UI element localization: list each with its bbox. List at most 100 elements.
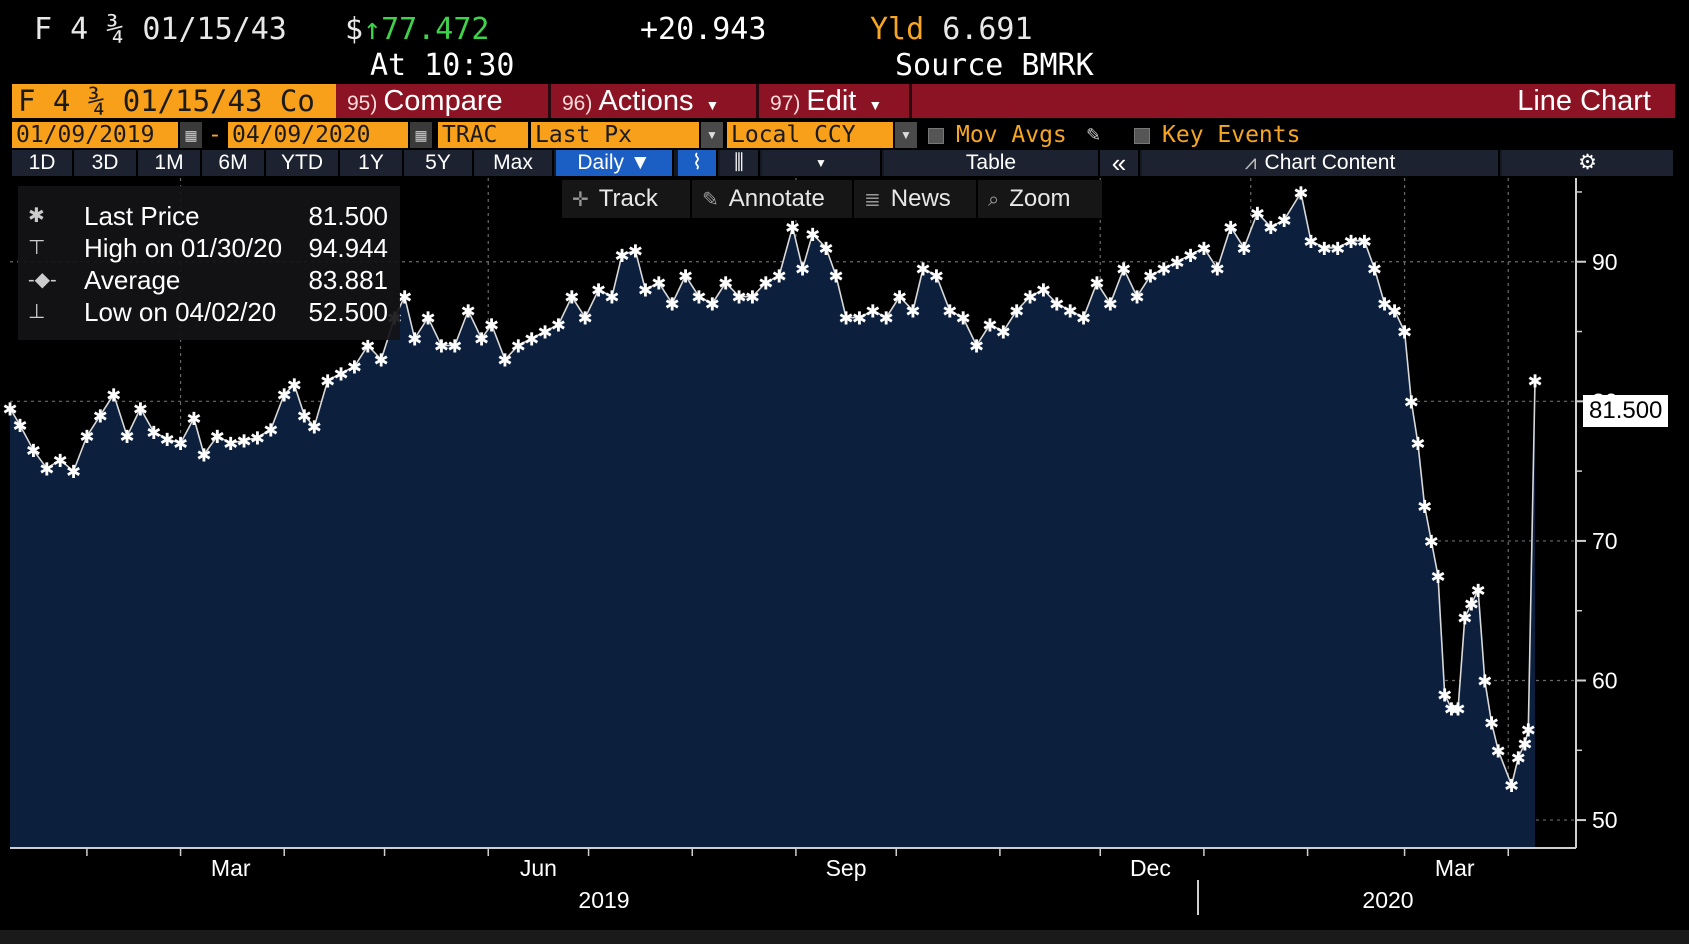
legend-row-average: -◆- Average 83.881: [18, 264, 400, 296]
price-marker: ✱: [772, 267, 787, 288]
edit-button[interactable]: 97) Edit ▼: [760, 84, 912, 118]
chart-legend: ✱ Last Price 81.500 ⊤ High on 01/30/20 9…: [18, 186, 400, 340]
price-marker: ✱: [1527, 371, 1542, 392]
price-marker: ✱: [718, 274, 733, 295]
gear-icon[interactable]: ⚙: [1502, 150, 1675, 176]
price-field-select[interactable]: Last Px: [531, 122, 699, 148]
key-events-label[interactable]: Key Events: [1162, 122, 1301, 148]
quote-time: At 10:30: [370, 48, 515, 83]
price-marker: ✱: [651, 274, 666, 295]
chevron-down-icon: ▼: [705, 97, 720, 113]
line-chart-icon[interactable]: ⌇: [678, 150, 718, 176]
price-marker: ✱: [1444, 699, 1459, 720]
price-marker: ✱: [1063, 302, 1078, 323]
price-marker: ✱: [969, 337, 984, 358]
price-marker: ✱: [1457, 609, 1472, 630]
chevron-down-icon[interactable]: ▼: [895, 122, 917, 148]
price-marker: ✱: [1471, 581, 1486, 602]
price-marker: ✱: [1236, 239, 1251, 260]
price-marker: ✱: [795, 260, 810, 281]
price-marker: ✱: [1022, 288, 1037, 309]
start-date-field[interactable]: 01/09/2019: [12, 122, 178, 148]
y-tick-label: 50: [1592, 807, 1618, 833]
chart-style-dropdown[interactable]: ▼: [762, 150, 882, 176]
price-marker: ✱: [818, 239, 833, 260]
mov-avgs-label[interactable]: Mov Avgs: [956, 122, 1067, 148]
price-marker: ✱: [705, 295, 720, 316]
price-marker: ✱: [996, 323, 1011, 344]
y-axis-ticks: 5060708090: [1576, 191, 1618, 833]
annotate-button[interactable]: ✎ Annotate: [692, 180, 852, 218]
period-select[interactable]: Daily ▼: [556, 150, 674, 176]
security-input[interactable]: F 4 ¾ 01/15/43 Co: [12, 84, 336, 118]
quote-source: Source BMRK: [895, 48, 1094, 83]
price-marker: ✱: [1036, 281, 1051, 302]
price-marker: ✱: [1437, 685, 1452, 706]
price-marker: ✱: [1250, 204, 1265, 225]
status-strip: [0, 930, 1689, 944]
last-price: $↑77.472: [345, 12, 490, 47]
source-field[interactable]: TRAC: [438, 122, 528, 148]
average-line-icon: -◆-: [28, 269, 57, 291]
price-marker: ✱: [1293, 184, 1308, 205]
mov-avgs-checkbox[interactable]: [928, 128, 944, 144]
range-button-1y[interactable]: 1Y: [340, 150, 404, 176]
price-marker: ✱: [474, 330, 489, 351]
price-marker: ✱: [307, 417, 322, 438]
key-events-checkbox[interactable]: [1134, 128, 1150, 144]
price-markers: ✱✱✱✱✱✱✱✱✱✱✱✱✱✱✱✱✱✱✱✱✱✱✱✱✱✱✱✱✱✱✱✱✱✱✱✱✱✱✱✱…: [2, 184, 1542, 797]
zoom-button[interactable]: ⌕ Zoom: [978, 180, 1102, 218]
pencil-icon: ✎: [702, 189, 719, 211]
range-button-max[interactable]: Max: [474, 150, 554, 176]
pencil-icon[interactable]: ✎: [1086, 125, 1102, 145]
price-line: [9, 190, 1536, 788]
price-marker: ✱: [66, 462, 81, 483]
price-marker: ✱: [1223, 218, 1238, 239]
news-button[interactable]: ≣ News: [854, 180, 976, 218]
price-marker: ✱: [93, 406, 108, 427]
candlestick-icon[interactable]: ⫼: [720, 150, 760, 176]
legend-label: High on 01/30/20: [84, 233, 283, 263]
chevron-down-icon[interactable]: ▼: [701, 122, 723, 148]
collapse-icon[interactable]: «: [1100, 150, 1140, 176]
legend-row-last-price: ✱ Last Price 81.500: [18, 200, 400, 232]
range-button-5y[interactable]: 5Y: [404, 150, 474, 176]
last-price-value: ↑77.472: [363, 12, 490, 47]
chart-content-button[interactable]: ⩘ Chart Content: [1142, 150, 1500, 176]
range-button-1m[interactable]: 1M: [138, 150, 202, 176]
price-marker: ✱: [691, 288, 706, 309]
price-marker: ✱: [133, 399, 148, 420]
price-marker: ✱: [614, 246, 629, 267]
price-marker: ✱: [1170, 253, 1185, 274]
crosshair-icon: ✛: [572, 189, 589, 211]
range-button-6m[interactable]: 6M: [202, 150, 266, 176]
table-button[interactable]: Table: [884, 150, 1100, 176]
track-button[interactable]: ✛ Track: [562, 180, 690, 218]
end-date-field[interactable]: 04/09/2020: [228, 122, 408, 148]
price-marker: ✱: [1344, 232, 1359, 253]
currency-select[interactable]: Local CCY: [727, 122, 893, 148]
price-marker: ✱: [320, 371, 335, 392]
calendar-icon[interactable]: ▦: [180, 122, 202, 148]
range-button-ytd[interactable]: YTD: [266, 150, 340, 176]
compare-button[interactable]: 95) Compare: [337, 84, 551, 118]
price-chart[interactable]: ✱✱✱✱✱✱✱✱✱✱✱✱✱✱✱✱✱✱✱✱✱✱✱✱✱✱✱✱✱✱✱✱✱✱✱✱✱✱✱✱…: [0, 178, 1689, 944]
price-marker: ✱: [1263, 218, 1278, 239]
actions-button[interactable]: 96) Actions ▼: [552, 84, 759, 118]
price-marker: ✱: [1484, 713, 1499, 734]
range-button-1d[interactable]: 1D: [12, 150, 74, 176]
x-axis-ticks: Mar Jun Sep Dec Mar 2019 2020: [86, 848, 1509, 913]
legend-row-low: ⊥ Low on 04/02/20 52.500: [18, 296, 400, 328]
price-marker: ✱: [196, 445, 211, 466]
actions-label: Actions: [598, 85, 694, 117]
price-marker: ✱: [1477, 672, 1492, 693]
x-month-label: Mar: [211, 855, 251, 881]
range-button-3d[interactable]: 3D: [74, 150, 138, 176]
price-marker: ✱: [106, 385, 121, 406]
price-marker: ✱: [2, 399, 17, 420]
calendar-icon[interactable]: ▦: [410, 122, 432, 148]
price-marker: ✱: [120, 427, 135, 448]
price-marker: ✱: [1196, 239, 1211, 260]
security-name: F 4 ¾ 01/15/43: [34, 12, 287, 47]
price-marker: ✱: [1504, 776, 1519, 797]
